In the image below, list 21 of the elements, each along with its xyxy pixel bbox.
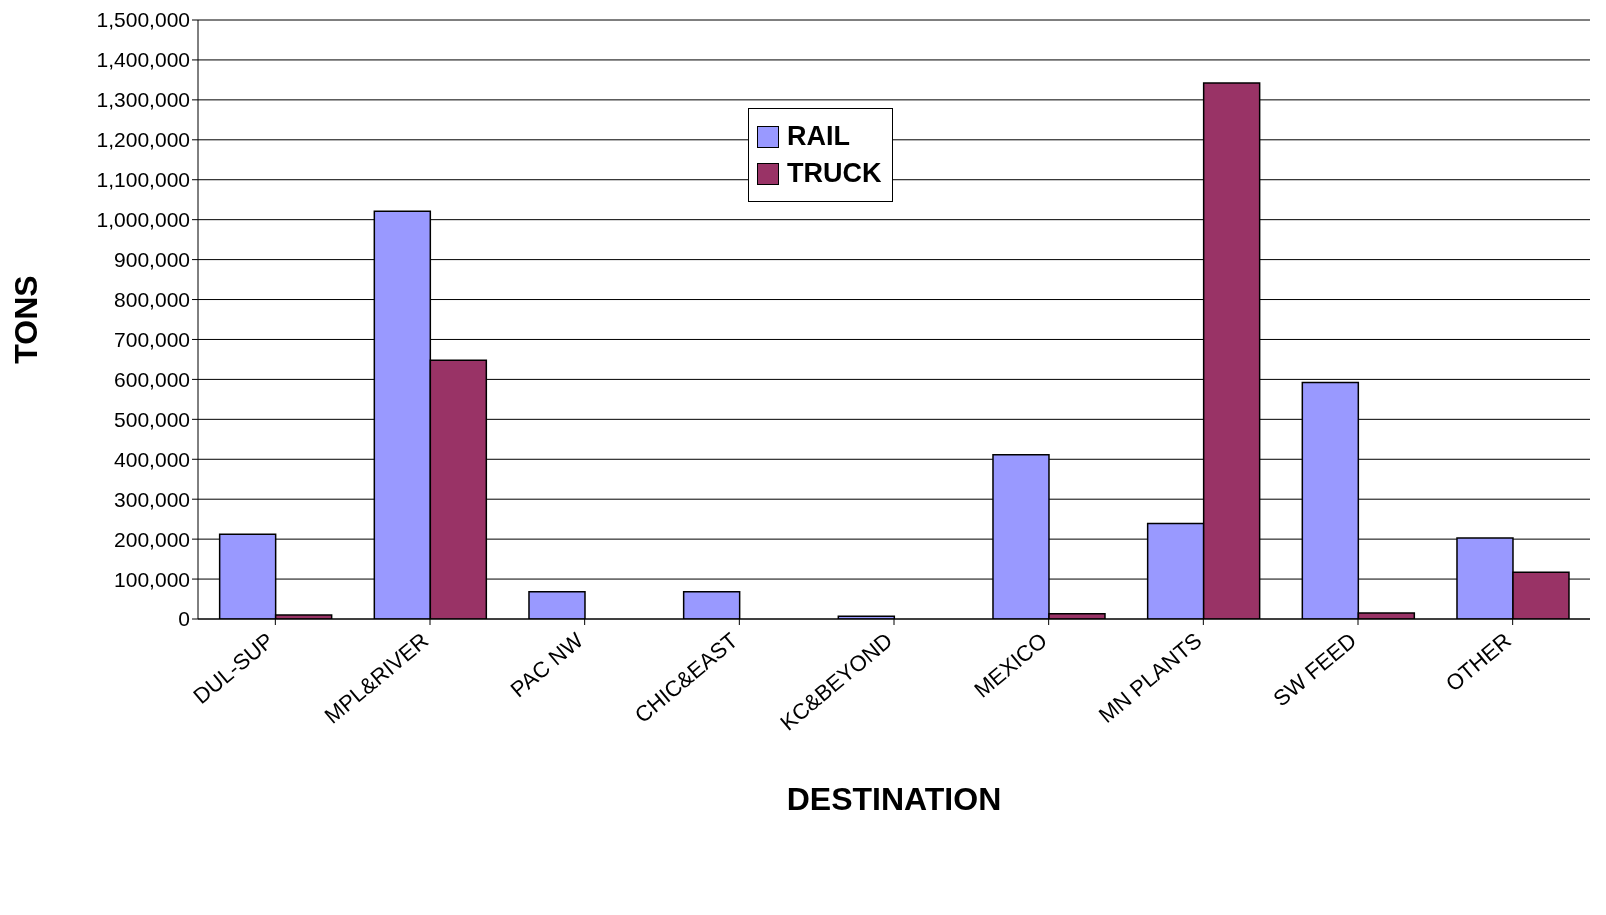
y-tick-label: 1,500,000: [96, 8, 190, 32]
y-axis-title: TONS: [8, 275, 45, 364]
y-tick-label: 900,000: [114, 248, 190, 272]
y-tick-label: 1,100,000: [96, 168, 190, 192]
y-tick-label: 300,000: [114, 487, 190, 511]
x-axis-title: DESTINATION: [786, 781, 1002, 817]
legend-label: RAIL: [787, 121, 850, 152]
y-tick-label: 400,000: [114, 447, 190, 471]
y-tick-label: 600,000: [114, 367, 190, 391]
y-tick-label: 500,000: [114, 407, 190, 431]
y-tick-label: 0: [178, 607, 190, 631]
y-tick-label: 1,000,000: [96, 208, 190, 232]
y-tick-label: 100,000: [114, 567, 190, 591]
y-tick-label: 1,200,000: [96, 128, 190, 152]
y-tick-label: 1,400,000: [96, 48, 190, 72]
y-tick-label: 700,000: [114, 327, 190, 351]
y-tick-label: 1,300,000: [96, 88, 190, 112]
x-tick-label: PAC NW: [505, 627, 589, 703]
y-tick-label: 800,000: [114, 287, 190, 311]
legend-label: TRUCK: [787, 158, 882, 189]
y-tick-label: 200,000: [114, 527, 190, 551]
